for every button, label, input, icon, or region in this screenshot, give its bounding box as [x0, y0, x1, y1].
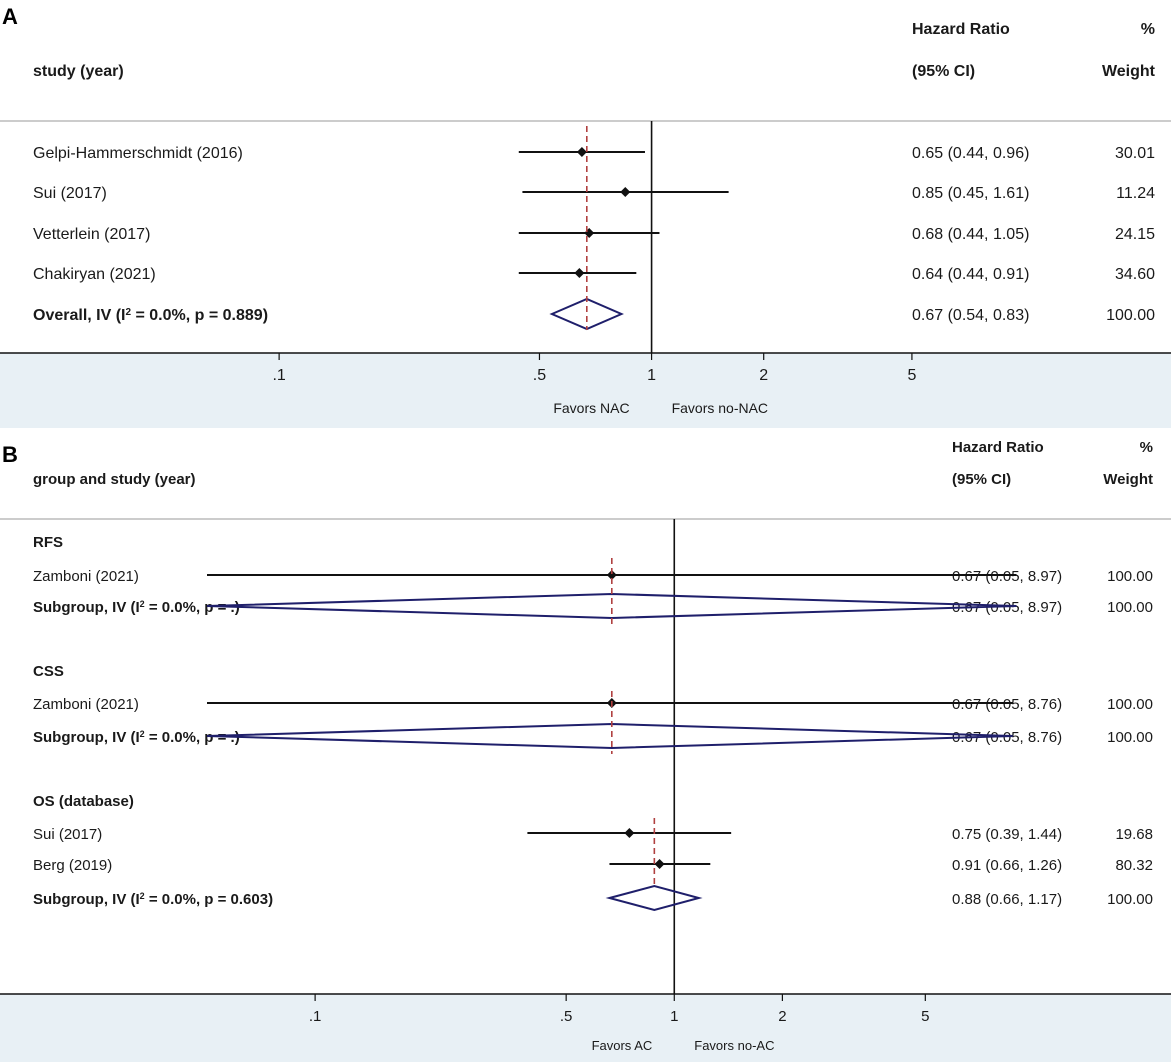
study-label: Zamboni (2021): [33, 568, 139, 585]
header-hazard-ratio: Hazard Ratio: [952, 439, 1044, 456]
pooled-label-text: Overall, IV (I: [33, 307, 125, 324]
i-squared-superscript: 2: [140, 599, 145, 609]
pooled-diamond: [549, 297, 624, 331]
x-tick-label: 2: [759, 367, 768, 384]
study-label: Gelpi-Hammerschmidt (2016): [33, 145, 243, 162]
favors-left-label: Favors AC: [592, 1038, 653, 1053]
x-tick-label: .1: [272, 367, 285, 384]
hr-ci-value: 0.67 (0.05, 8.97): [952, 599, 1062, 616]
hr-ci-value: 0.68 (0.44, 1.05): [912, 226, 1029, 243]
pooled-label-text: Subgroup, IV (I: [33, 599, 140, 616]
pooled-label-stats: = 0.0%, p = 0.889): [131, 307, 268, 324]
pooled-label-stats: = 0.0%, p = 0.603): [145, 891, 273, 908]
x-tick-label: 5: [921, 1008, 929, 1025]
study-label: Berg (2019): [33, 857, 112, 874]
hr-ci-value: 0.88 (0.66, 1.17): [952, 891, 1062, 908]
hr-ci-value: 0.75 (0.39, 1.44): [952, 826, 1062, 843]
point-estimate-marker: [620, 187, 631, 197]
hr-ci-value: 0.67 (0.05, 8.76): [952, 729, 1062, 746]
i-squared-superscript: 2: [140, 891, 145, 901]
header-percent: %: [1140, 439, 1153, 456]
favors-left-label: Favors NAC: [553, 400, 629, 416]
i-squared-superscript: 2: [125, 307, 131, 318]
point-estimate-marker: [576, 147, 587, 157]
x-tick-label: 1: [647, 367, 656, 384]
header-ci: (95% CI): [912, 63, 975, 80]
hr-ci-value: 0.64 (0.44, 0.91): [912, 266, 1029, 283]
hr-ci-value: 0.67 (0.05, 8.97): [952, 568, 1062, 585]
weight-value: 100.00: [1107, 891, 1153, 908]
header-weight: Weight: [1103, 471, 1153, 488]
study-label: Chakiryan (2021): [33, 266, 156, 283]
point-estimate-marker: [574, 268, 585, 278]
favors-right-label: Favors no-NAC: [672, 400, 768, 416]
x-tick-label: .5: [560, 1008, 573, 1025]
weight-value: 34.60: [1115, 266, 1155, 283]
study-label: Sui (2017): [33, 826, 102, 843]
forest-plot-panel-b: B Hazard Ratio (95% CI)% Weight group and st…: [0, 436, 1171, 1062]
header-study: group and study (year): [33, 471, 196, 488]
axis-band: [0, 994, 1171, 1062]
hr-ci-value: 0.91 (0.66, 1.26): [952, 857, 1062, 874]
pooled-label-stats: = 0.0%, p = .): [145, 729, 240, 746]
x-tick-label: 5: [907, 367, 916, 384]
pooled-diamond: [206, 592, 1017, 620]
hr-ci-value: 0.67 (0.05, 8.76): [952, 696, 1062, 713]
x-tick-label: 2: [778, 1008, 786, 1025]
forest-plot-b-svg: B Hazard Ratio (95% CI)% Weight group and st…: [0, 439, 1171, 1062]
weight-value: 30.01: [1115, 145, 1155, 162]
point-estimate-marker: [584, 228, 595, 238]
i-squared-superscript: 2: [140, 729, 145, 739]
header-percent: %: [1141, 21, 1155, 38]
weight-value: 19.68: [1115, 826, 1153, 843]
x-tick-label: .5: [533, 367, 546, 384]
pooled-label: Overall, IV (I2 = 0.0%, p = 0.889): [33, 307, 268, 325]
hr-ci-value: 0.85 (0.45, 1.61): [912, 185, 1029, 202]
point-estimate-marker: [624, 828, 635, 838]
pooled-label-text: Subgroup, IV (I: [33, 891, 140, 908]
study-label: Sui (2017): [33, 185, 107, 202]
weight-value: 100.00: [1107, 599, 1153, 616]
pooled-label: Subgroup, IV (I2 = 0.0%, p = .): [33, 729, 240, 746]
pooled-label-stats: = 0.0%, p = .): [145, 599, 240, 616]
x-tick-label: 1: [670, 1008, 678, 1025]
header-weight: Weight: [1102, 63, 1156, 80]
weight-value: 100.00: [1107, 696, 1153, 713]
weight-value: 11.24: [1116, 185, 1155, 202]
hr-ci-value: 0.67 (0.54, 0.83): [912, 307, 1029, 324]
header-ci: (95% CI): [952, 471, 1011, 488]
point-estimate-marker: [654, 859, 665, 869]
panel-label: A: [2, 4, 18, 29]
study-label: Zamboni (2021): [33, 696, 139, 713]
point-estimate-marker: [606, 570, 617, 580]
panel-label: B: [2, 442, 18, 467]
header-hazard-ratio: Hazard Ratio: [912, 21, 1010, 38]
study-label: Vetterlein (2017): [33, 226, 150, 243]
pooled-diamond: [605, 884, 703, 912]
group-label: RFS: [33, 534, 63, 551]
hr-ci-value: 0.65 (0.44, 0.96): [912, 145, 1029, 162]
favors-right-label: Favors no-AC: [694, 1038, 774, 1053]
group-label: CSS: [33, 663, 64, 680]
header-study: study (year): [33, 63, 124, 80]
group-label: OS (database): [33, 793, 134, 810]
weight-value: 24.15: [1115, 226, 1155, 243]
pooled-diamond: [206, 722, 1013, 750]
weight-value: 80.32: [1115, 857, 1153, 874]
x-tick-label: .1: [309, 1008, 322, 1025]
pooled-label: Subgroup, IV (I2 = 0.0%, p = 0.603): [33, 891, 273, 908]
pooled-label: Subgroup, IV (I2 = 0.0%, p = .): [33, 599, 240, 616]
weight-value: 100.00: [1107, 568, 1153, 585]
weight-value: 100.00: [1106, 307, 1155, 324]
forest-plot-panel-a: A Hazard Ratio (95% CI)% Weight study (year)…: [0, 0, 1171, 428]
weight-value: 100.00: [1107, 729, 1153, 746]
forest-plot-a-svg: A Hazard Ratio (95% CI)% Weight study (year)…: [0, 4, 1171, 428]
pooled-label-text: Subgroup, IV (I: [33, 729, 140, 746]
axis-band: [0, 353, 1171, 428]
